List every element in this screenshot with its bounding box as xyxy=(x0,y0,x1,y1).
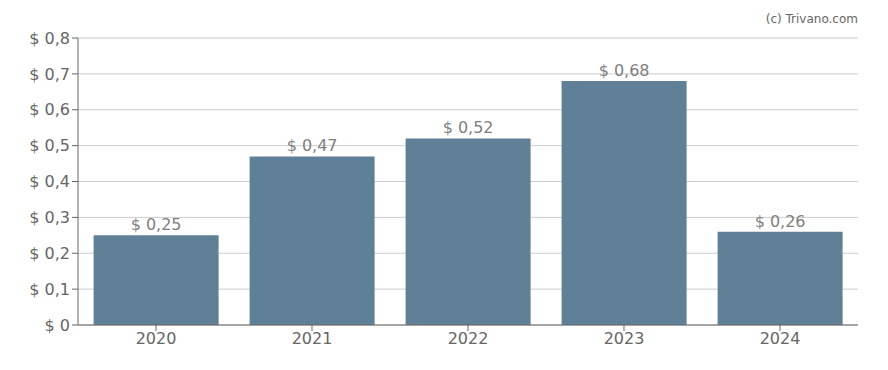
svg-text:$ 0: $ 0 xyxy=(45,316,70,335)
svg-text:$ 0,6: $ 0,6 xyxy=(29,100,70,119)
svg-text:2022: 2022 xyxy=(448,329,489,348)
html-text:(c) Trivano.com: (c) Trivano.com xyxy=(765,12,858,26)
svg-text:2020: 2020 xyxy=(136,329,177,348)
svg-text:$ 0,3: $ 0,3 xyxy=(29,208,70,227)
svg-text:$ 0,68: $ 0,68 xyxy=(599,61,650,80)
svg-text:$ 0,8: $ 0,8 xyxy=(29,29,70,48)
svg-text:$ 0,4: $ 0,4 xyxy=(29,172,70,191)
svg-text:$ 0,47: $ 0,47 xyxy=(287,136,338,155)
svg-text:$ 0,2: $ 0,2 xyxy=(29,244,70,263)
svg-text:$ 0,25: $ 0,25 xyxy=(131,215,182,234)
svg-text:$ 0,26: $ 0,26 xyxy=(755,212,806,231)
svg-text:$ 0,5: $ 0,5 xyxy=(29,136,70,155)
svg-text:2021: 2021 xyxy=(292,329,333,348)
svg-text:2024: 2024 xyxy=(760,329,801,348)
svg-text:2023: 2023 xyxy=(604,329,645,348)
svg-text:$ 0,52: $ 0,52 xyxy=(443,118,494,137)
svg-text:$ 0,7: $ 0,7 xyxy=(29,65,70,84)
svg-text:$ 0,1: $ 0,1 xyxy=(29,280,70,299)
